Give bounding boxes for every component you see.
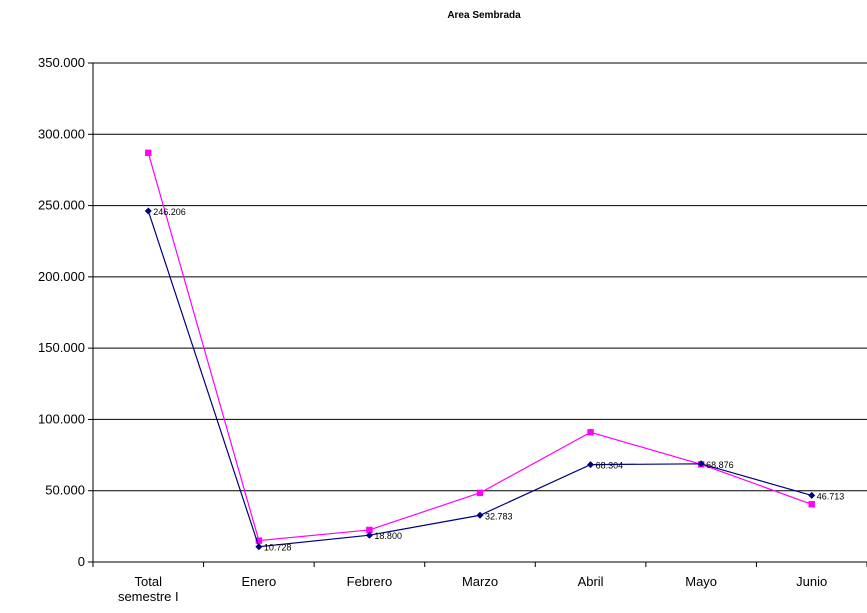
data-label: 32.783 — [485, 511, 513, 521]
y-tick-label: 350.000 — [38, 55, 85, 70]
data-point — [808, 491, 816, 499]
data-label: 46.713 — [817, 491, 845, 501]
x-tick-label: Enero — [242, 574, 277, 589]
x-tick-label: Mayo — [685, 574, 717, 589]
data-label: 246.206 — [153, 207, 186, 217]
data-point — [697, 460, 705, 468]
data-label: 18.800 — [374, 531, 402, 541]
series — [144, 149, 816, 551]
data-label: 68.304 — [596, 461, 624, 471]
axes — [88, 62, 867, 567]
data-point — [144, 207, 152, 215]
x-tick-label: Marzo — [462, 574, 498, 589]
data-point — [255, 543, 263, 551]
data-labels: 246.206 10.728 18.800 32.783 68.304 68.876 46.… — [153, 207, 844, 553]
data-point — [808, 501, 815, 508]
chart-title: Area Sembrada — [447, 10, 521, 21]
data-point — [587, 461, 595, 469]
x-tick-label: Junio — [796, 574, 827, 589]
data-label: 68.876 — [706, 460, 734, 470]
data-point — [255, 537, 263, 544]
x-tick-label: Abril — [578, 574, 604, 589]
data-point — [366, 526, 373, 534]
data-point — [587, 429, 594, 436]
series-line-1 — [147, 210, 812, 548]
y-tick-label: 100.000 — [38, 411, 85, 426]
data-label: 10.728 — [264, 543, 292, 553]
x-tick-label: Febrero — [347, 574, 393, 589]
y-tick-label: 50.000 — [45, 483, 85, 498]
data-point — [476, 489, 484, 497]
y-tick-label: 0 — [78, 554, 85, 569]
y-tick-label: 200.000 — [38, 269, 85, 284]
data-point — [145, 149, 152, 157]
series-line-2 — [147, 152, 812, 542]
y-tick-label: 300.000 — [38, 126, 85, 141]
x-tick-label: Total semestre I — [118, 574, 179, 604]
data-point — [476, 511, 484, 519]
y-tick-label: 250.000 — [38, 198, 85, 213]
x-axis-ticks: Total semestre I Enero Febrero Marzo Abril May… — [118, 574, 827, 604]
y-tick-label: 150.000 — [38, 340, 85, 355]
data-point — [365, 531, 373, 539]
y-axis-ticks: 0 50.000 100.000 150.000 200.000 250.000 300.0… — [38, 55, 85, 569]
gridlines — [93, 62, 867, 492]
